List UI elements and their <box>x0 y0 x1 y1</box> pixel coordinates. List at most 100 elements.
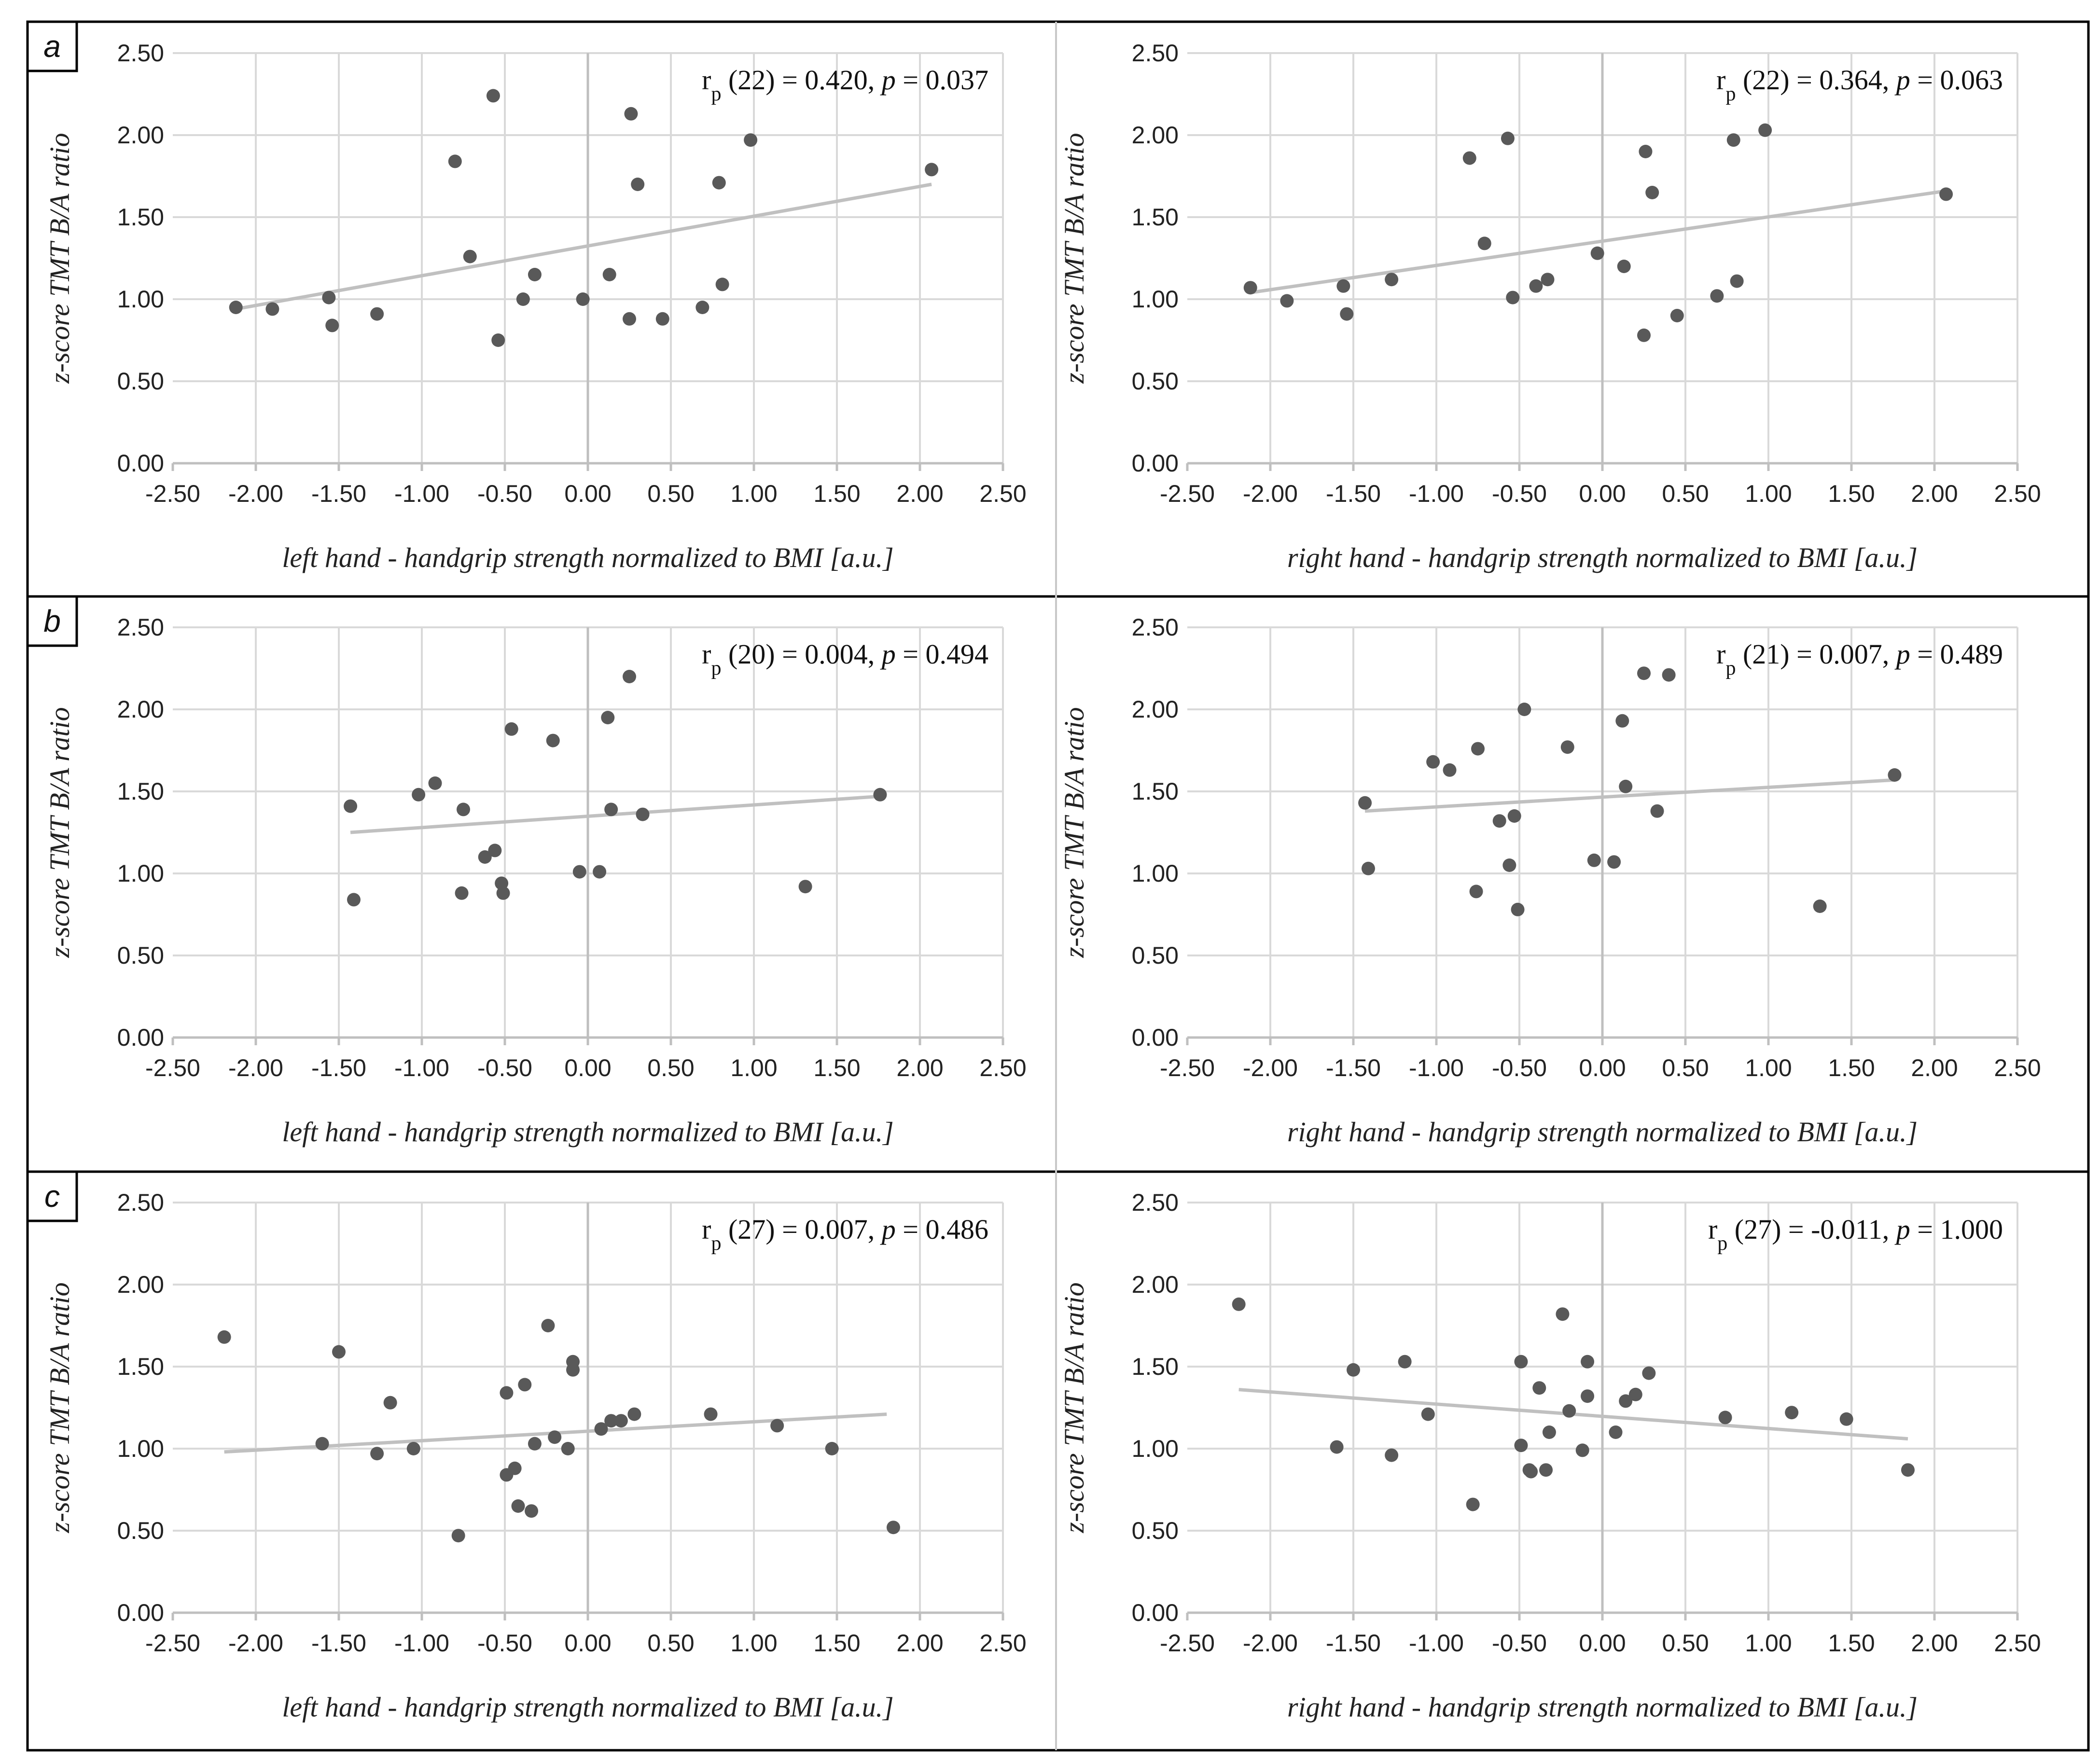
stat-p: p <box>1894 638 1910 670</box>
data-point <box>572 865 586 879</box>
x-tick-label: 2.00 <box>1911 1054 1958 1081</box>
x-tick-label: 1.00 <box>1745 1054 1792 1081</box>
data-point <box>825 1442 839 1455</box>
stat-mid: (20) = 0.004, <box>721 638 881 670</box>
y-tick-label: 0.00 <box>117 450 164 477</box>
data-point <box>715 277 729 291</box>
data-point <box>1347 1363 1360 1377</box>
y-axis-label: z-score TMT B/A ratio <box>1058 707 1090 958</box>
x-tick-label: 2.00 <box>896 1054 943 1081</box>
stat-r: r <box>702 1214 711 1245</box>
data-point <box>1590 246 1604 260</box>
data-point <box>1639 145 1653 158</box>
data-point <box>1358 796 1372 810</box>
data-point <box>322 291 336 304</box>
x-tick-label: 2.50 <box>979 1630 1026 1657</box>
x-tick-label: -2.50 <box>1160 1630 1215 1657</box>
data-point <box>516 292 530 306</box>
panel-letter-a: a <box>43 29 61 64</box>
stat-mid: (27) = -0.011, <box>1727 1214 1896 1245</box>
data-point <box>798 880 812 894</box>
data-point <box>1839 1412 1853 1426</box>
data-point <box>478 850 492 864</box>
data-point <box>925 163 939 177</box>
data-point <box>604 1414 618 1428</box>
data-point <box>623 312 636 326</box>
y-tick-label: 0.50 <box>117 1517 164 1544</box>
data-point <box>1336 279 1350 293</box>
x-tick-label: 1.00 <box>730 1630 777 1657</box>
stat-end: = 0.063 <box>1910 64 2003 96</box>
data-point <box>370 1447 384 1461</box>
data-point <box>1628 1387 1642 1401</box>
correlation-stat: rp (27) = -0.011, p = 1.000 <box>1708 1214 2003 1255</box>
stat-p: p <box>880 64 896 96</box>
y-tick-label: 0.50 <box>1132 368 1179 395</box>
y-axis-label: z-score TMT B/A ratio <box>1058 1282 1090 1533</box>
stat-mid: (27) = 0.007, <box>721 1214 881 1245</box>
panel-label-c: c <box>26 1170 78 1222</box>
panel-letter-c: c <box>44 1179 60 1214</box>
y-tick-label: 2.00 <box>1132 696 1179 723</box>
x-tick-label: 2.50 <box>1994 480 2041 507</box>
data-point <box>508 1461 522 1475</box>
y-tick-label: 2.50 <box>117 614 164 641</box>
x-tick-label: -1.50 <box>1326 1054 1381 1081</box>
data-point <box>1529 279 1543 293</box>
y-tick-label: 0.50 <box>1132 942 1179 969</box>
data-point <box>370 307 384 321</box>
data-point <box>1581 1355 1595 1369</box>
data-point <box>525 1504 539 1518</box>
data-point <box>873 788 887 802</box>
data-point <box>593 865 607 879</box>
data-point <box>1609 1425 1623 1439</box>
data-point <box>1785 1406 1799 1420</box>
data-point <box>1637 666 1651 680</box>
stat-end: = 0.494 <box>896 638 988 670</box>
y-tick-label: 2.50 <box>1132 1189 1179 1216</box>
x-tick-label: -1.50 <box>311 480 366 507</box>
y-tick-label: 2.00 <box>117 696 164 723</box>
chart-b-right: 0.00 0.50 1.00 1.50 2.00 2.50 -2.50 -2.00 -1.50 -… <box>1058 614 2041 1148</box>
data-point <box>1506 291 1520 304</box>
y-tick-label: 2.50 <box>1132 614 1179 641</box>
x-tick-label: 1.50 <box>813 480 860 507</box>
y-tick-label: 0.00 <box>1132 1024 1179 1051</box>
data-point <box>1340 307 1354 321</box>
data-point <box>712 176 726 190</box>
y-tick-label: 1.00 <box>1132 1435 1179 1462</box>
stat-p: p <box>1894 64 1910 96</box>
data-point <box>1539 1463 1553 1477</box>
x-tick-label: -2.00 <box>1243 1054 1298 1081</box>
trendline <box>1250 189 1947 294</box>
panel-letter-b: b <box>43 604 61 638</box>
stat-end: = 0.037 <box>896 64 988 96</box>
x-tick-label: -2.50 <box>145 1630 200 1657</box>
stat-mid: (22) = 0.420, <box>721 64 881 96</box>
data-point <box>1514 1439 1528 1453</box>
data-point <box>1542 1425 1556 1439</box>
data-point <box>229 301 243 314</box>
x-tick-label: 2.50 <box>1994 1630 2041 1657</box>
data-point <box>770 1419 784 1433</box>
data-point <box>561 1442 575 1455</box>
data-point <box>383 1396 397 1410</box>
x-tick-label: 1.50 <box>1828 1054 1875 1081</box>
data-point <box>217 1330 231 1344</box>
x-tick-label: 0.00 <box>564 1630 611 1657</box>
stat-r: r <box>1716 638 1725 670</box>
x-tick-label: -0.50 <box>1492 480 1547 507</box>
x-tick-label: 1.50 <box>813 1054 860 1081</box>
x-tick-label: -0.50 <box>1492 1630 1547 1657</box>
data-point <box>491 333 505 347</box>
y-tick-label: 1.50 <box>117 778 164 805</box>
stat-sub: p <box>1717 1232 1727 1255</box>
x-tick-label: 2.00 <box>1911 480 1958 507</box>
stat-end: = 0.486 <box>896 1214 988 1245</box>
data-point <box>457 802 470 816</box>
data-point <box>1670 309 1684 322</box>
data-point <box>1710 289 1724 303</box>
y-tick-label: 2.00 <box>117 122 164 149</box>
stat-mid: (22) = 0.364, <box>1736 64 1896 96</box>
x-tick-label: -2.00 <box>1243 480 1298 507</box>
